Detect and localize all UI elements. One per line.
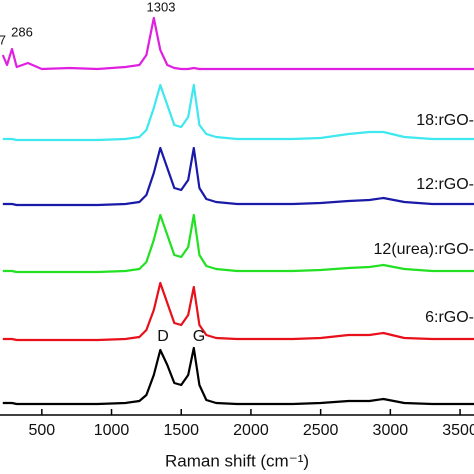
curve-label: 12:rGO- (416, 176, 474, 193)
peak-annotation: 7 (0, 32, 6, 47)
peak-annotation: 286 (11, 24, 33, 39)
x-tick-label: 3500 (442, 422, 474, 439)
spectrum-line (2, 146, 474, 207)
x-tick-label: 1500 (163, 422, 199, 439)
x-tick-label: 2000 (233, 422, 269, 439)
spectrum-line (2, 281, 474, 342)
x-tick-label: 2500 (303, 422, 339, 439)
x-tick-label: 3000 (373, 422, 409, 439)
spectrum-line (1, 16, 474, 71)
x-tick-label: 1000 (94, 422, 130, 439)
x-tick-label: 500 (28, 422, 55, 439)
curve-label: 12(urea):rGO- (374, 241, 474, 258)
peak-annotation: 1303 (147, 0, 176, 14)
x-axis-title: Raman shift (cm⁻¹) (165, 451, 309, 470)
curve-label: 18:rGO- (416, 112, 474, 129)
peak-label: G (193, 328, 205, 345)
peak-label: D (157, 328, 169, 345)
spectrum-line (2, 346, 474, 406)
curve-label: 6:rGO- (425, 309, 474, 326)
spectrum-line (2, 213, 474, 274)
spectrum-line (2, 83, 474, 142)
